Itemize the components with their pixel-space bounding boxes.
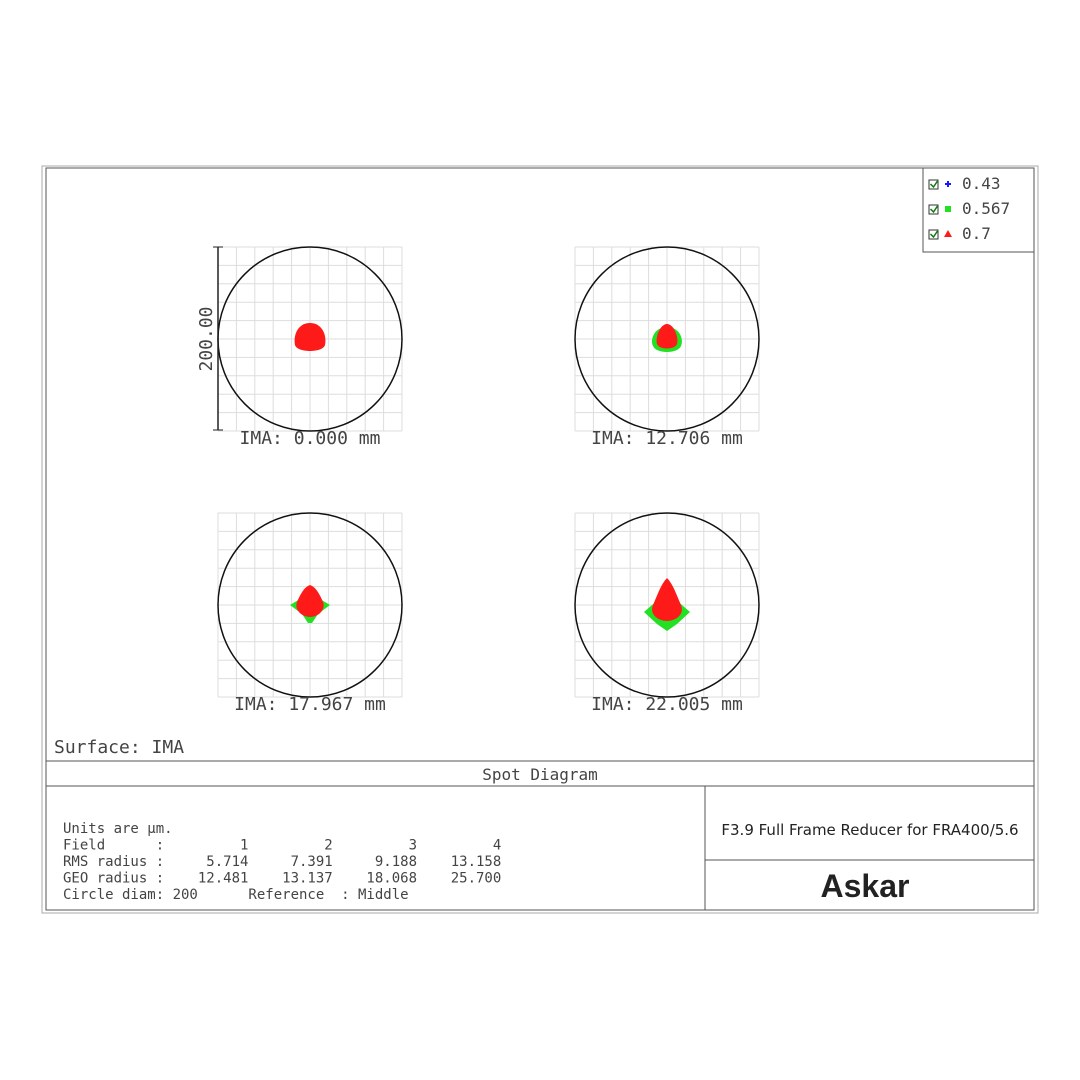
legend-check — [929, 230, 939, 239]
legend: 0.43 0.567 0.7 — [928, 174, 1010, 243]
legend-checkbox — [928, 204, 939, 215]
legend-checkbox — [928, 229, 939, 240]
field-label: IMA: 12.706 mm — [591, 428, 743, 449]
legend-marker — [945, 181, 951, 187]
legend-label: 0.567 — [962, 199, 1010, 218]
panels: IMA: 0.000 mm IMA: 12.706 mm IMA: 17.967 m… — [217, 246, 760, 715]
field-label: IMA: 22.005 mm — [591, 694, 743, 715]
legend-box — [922, 167, 1035, 253]
legend-label: 0.7 — [962, 224, 991, 243]
legend-check — [929, 180, 939, 189]
spot — [656, 324, 678, 349]
airy-circle — [217, 512, 403, 698]
surface-label: Surface: IMA — [54, 737, 184, 758]
airy-circle — [574, 246, 760, 432]
legend-check — [929, 205, 939, 214]
note-line: Field : 1 2 3 4 — [63, 838, 501, 854]
inner-frame — [45, 167, 1035, 911]
spot — [652, 578, 682, 621]
legend-label: 0.43 — [962, 174, 1001, 193]
scale-label: 200.00 — [196, 306, 217, 371]
legend-marker — [944, 230, 952, 237]
legend-marker — [945, 206, 951, 212]
note-line: GEO radius : 12.481 13.137 18.068 25.700 — [63, 871, 501, 887]
title: Spot Diagram — [482, 765, 598, 784]
spot — [296, 585, 324, 617]
spot — [294, 323, 326, 351]
field-label: IMA: 17.967 mm — [234, 694, 386, 715]
brand-logo: Askar — [821, 868, 910, 904]
airy-circle — [574, 512, 760, 698]
note-line: RMS radius : 5.714 7.391 9.188 13.158 — [63, 854, 501, 870]
note-line: Circle diam: 200 Reference : Middle — [63, 887, 409, 903]
legend-checkbox — [928, 179, 939, 190]
note-line: Units are µm. — [63, 821, 173, 837]
field-label: IMA: 0.000 mm — [240, 428, 381, 449]
product-name: F3.9 Full Frame Reducer for FRA400/5.6 — [721, 821, 1018, 839]
outer-frame — [41, 165, 1039, 914]
